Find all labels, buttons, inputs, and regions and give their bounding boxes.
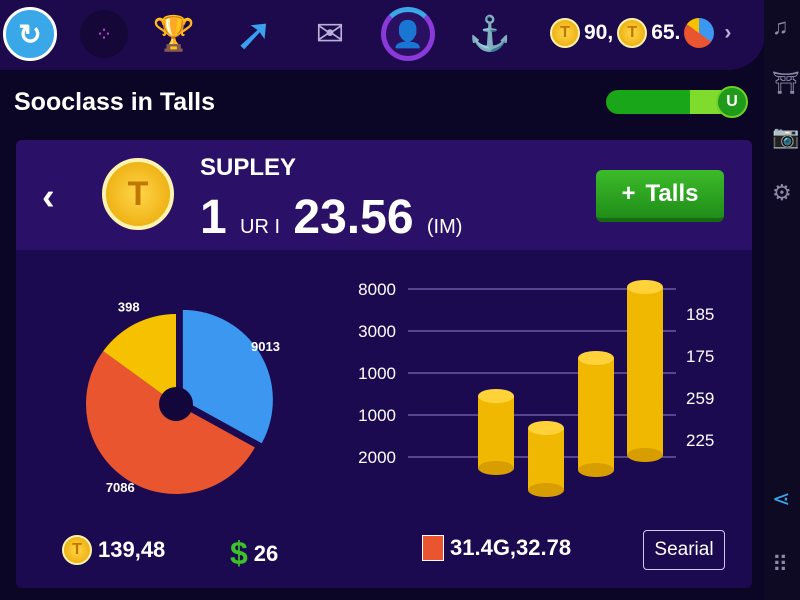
music-icon[interactable]: ♫: [772, 14, 789, 39]
bar-top: [627, 280, 663, 294]
currency-display: T 90, T 65. ›: [550, 18, 731, 48]
bar: [578, 358, 614, 470]
bar-top: [528, 421, 564, 435]
right-label: 225: [686, 431, 714, 450]
pie-slice: [103, 314, 176, 404]
grid-icon[interactable]: ⠿: [772, 552, 789, 577]
main-panel: ‹ T SUPLEY 1 UR I 23.56 (IM) + Talls 9013…: [16, 140, 752, 588]
top-bar: ↻ ⁘ 🏆 ➚ ✉ 👤 ⚓ T 90, T 65. ›: [0, 0, 765, 70]
y-tick-label: 2000: [358, 448, 396, 467]
amount-prefix: 1: [200, 191, 227, 244]
amount-display: 1 UR I 23.56 (IM): [200, 190, 462, 245]
gate-icon[interactable]: ⛩: [772, 70, 800, 95]
bar-top: [478, 389, 514, 403]
serial-button[interactable]: Searial: [643, 530, 725, 570]
bar-base: [578, 463, 614, 477]
charts: 9013 7086 398 8000 3000 1000 1000 2000 185 175 259…: [86, 280, 714, 497]
coins-value: 139,48: [98, 537, 166, 562]
refresh-icon[interactable]: ↻: [2, 6, 58, 62]
right-label: 175: [686, 347, 714, 366]
bar-base: [528, 483, 564, 497]
anchor-icon[interactable]: ⚓: [468, 15, 512, 53]
y-tick-label: 3000: [358, 322, 396, 341]
coin-icon: T: [550, 18, 580, 48]
bar: [478, 396, 514, 468]
footer-coins: T 139,48: [62, 535, 165, 565]
bar: [528, 428, 564, 490]
add-talls-button[interactable]: + Talls: [596, 170, 724, 222]
amount-value: 23.56: [293, 191, 414, 244]
back-chevron-icon[interactable]: ‹: [42, 176, 55, 218]
y-tick-label: 1000: [358, 364, 396, 383]
panel-header: ‹ T SUPLEY 1 UR I 23.56 (IM) + Talls: [16, 140, 752, 250]
unit-1: UR I: [240, 216, 281, 238]
plus-icon: +: [621, 180, 636, 207]
pie-slice: [182, 309, 273, 444]
pie-mini-icon: [684, 18, 715, 48]
arrow-icon[interactable]: ➚: [234, 8, 274, 60]
coin-icon: T: [62, 535, 92, 565]
avatar-icon[interactable]: 👤: [380, 6, 436, 62]
y-tick-label: 1000: [358, 406, 396, 425]
toggle-knob[interactable]: U: [716, 86, 748, 118]
currency-2: 65.: [651, 21, 681, 44]
cash-value: 26: [253, 540, 279, 566]
toggle-switch[interactable]: U: [606, 86, 748, 118]
right-label: 259: [686, 389, 714, 408]
right-label: 185: [686, 305, 714, 324]
card-icon: [422, 535, 444, 561]
add-button-label: Talls: [645, 180, 699, 207]
bar-base: [478, 461, 514, 475]
pie-label: 9013: [251, 339, 280, 354]
envelope-icon[interactable]: ✉: [315, 15, 345, 53]
share-icon[interactable]: ⋖: [772, 486, 791, 511]
page-title: Sooclass in Talls: [14, 88, 216, 116]
footer-cash: $26: [230, 535, 278, 572]
unit-2: (IM): [426, 216, 463, 238]
coin-icon: T: [102, 158, 174, 230]
item-name: SUPLEY: [200, 154, 297, 181]
bar: [627, 287, 663, 455]
gear-icon[interactable]: ⚙: [772, 180, 792, 205]
pie-label: 7086: [106, 480, 135, 495]
pie-hole: [159, 387, 193, 421]
y-tick-label: 8000: [358, 280, 396, 299]
camera-icon[interactable]: 📷: [772, 124, 800, 149]
stat-value: 31.4G,32.78: [450, 535, 572, 560]
currency-1: 90,: [584, 21, 614, 44]
chevron-right-icon[interactable]: ›: [724, 21, 732, 44]
trophy-icon[interactable]: 🏆: [152, 15, 196, 53]
right-sidebar: ♫ ⛩ 📷 ⚙ ⋖ ⠿: [764, 0, 800, 600]
footer-stat: 31.4G,32.78: [422, 535, 571, 561]
coin-icon: T: [617, 18, 648, 48]
dollar-icon: $: [230, 535, 248, 571]
pie-slice: [86, 351, 255, 494]
bar-base: [627, 448, 663, 462]
dots-icon[interactable]: ⁘: [76, 6, 132, 62]
pie-label: 398: [118, 299, 140, 314]
bar-top: [578, 351, 614, 365]
